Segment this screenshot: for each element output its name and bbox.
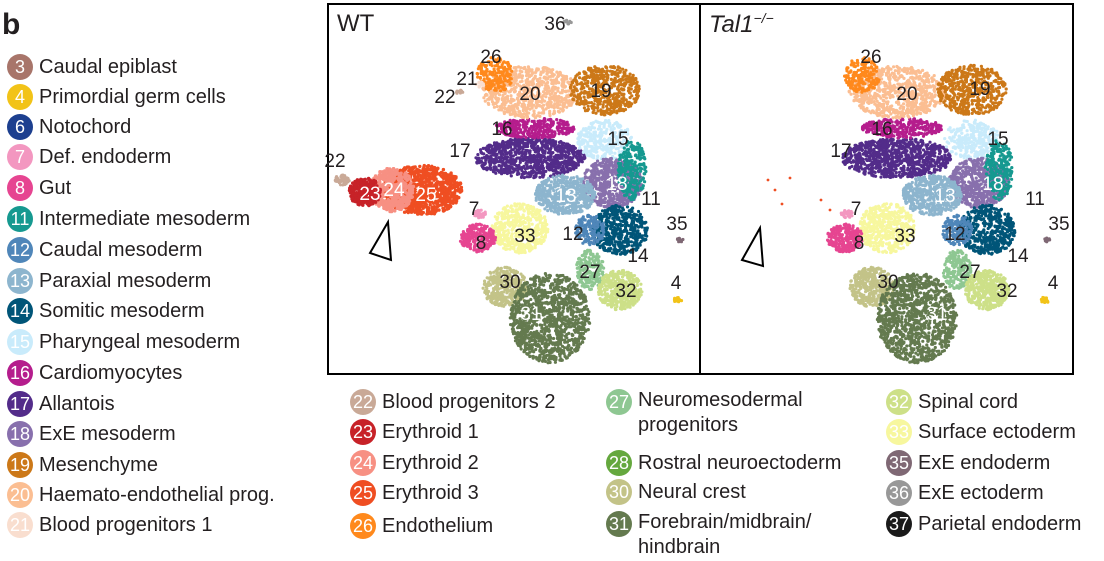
- legend-item-20: 20 Haemato-endothelial prog.: [7, 482, 275, 508]
- legend-item-16: 16 Cardiomyocytes: [7, 360, 182, 386]
- legend-item-32: 32 Spinal cord: [886, 389, 1018, 415]
- panel-letter: b: [2, 8, 21, 41]
- legend-item-28: 28 Rostral neuroectoderm: [606, 450, 841, 476]
- legend-item-23: 23 Erythroid 1: [350, 419, 479, 445]
- legend-item-19: 19 Mesenchyme: [7, 452, 158, 478]
- legend-label: Pharyngeal mesoderm: [39, 331, 241, 353]
- legend-badge: 12: [7, 237, 33, 263]
- legend-label: Gut: [39, 177, 72, 199]
- legend-badge: 33: [886, 419, 912, 445]
- panel-divider: [699, 3, 701, 375]
- legend-item-27: 27 Neuromesodermal progenitors: [606, 388, 878, 438]
- legend-label: Erythroid 1: [382, 421, 479, 443]
- legend-item-24: 24 Erythroid 2: [350, 450, 479, 476]
- legend-badge: 17: [7, 391, 33, 417]
- legend-label: Parietal endoderm: [918, 513, 1082, 535]
- legend-label: Allantois: [39, 393, 115, 415]
- legend-badge: 36: [886, 480, 912, 506]
- legend-item-36: 36 ExE ectoderm: [886, 480, 1044, 506]
- legend-label: Primordial germ cells: [39, 86, 226, 108]
- legend-badge: 27: [606, 389, 632, 415]
- legend-item-30: 30 Neural crest: [606, 479, 746, 505]
- legend-badge: 19: [7, 452, 33, 478]
- legend-label: ExE mesoderm: [39, 423, 176, 445]
- panel-title-wt: WT: [337, 10, 375, 37]
- legend-badge: 30: [606, 479, 632, 505]
- legend-badge: 26: [350, 513, 376, 539]
- legend-badge: 24: [350, 450, 376, 476]
- legend-badge: 6: [7, 114, 33, 140]
- legend-item-4: 4 Primordial germ cells: [7, 84, 226, 110]
- legend-badge: 31: [606, 511, 632, 537]
- legend-badge: 13: [7, 268, 33, 294]
- legend-badge: 28: [606, 450, 632, 476]
- legend-label: Mesenchyme: [39, 454, 158, 476]
- legend-badge: 23: [350, 419, 376, 445]
- legend-item-35: 35 ExE endoderm: [886, 450, 1050, 476]
- legend-item-31: 31 Forebrain/midbrain/ hindbrain: [606, 510, 878, 560]
- legend-item-3: 3 Caudal epiblast: [7, 54, 177, 80]
- legend-item-6: 6 Notochord: [7, 114, 131, 140]
- legend-item-37: 37 Parietal endoderm: [886, 511, 1081, 537]
- legend-label: Neural crest: [638, 481, 746, 503]
- legend-label: Neuromesodermal progenitors: [638, 389, 803, 436]
- legend-badge: 14: [7, 298, 33, 324]
- legend-item-12: 12 Caudal mesoderm: [7, 237, 202, 263]
- legend-label: Notochord: [39, 116, 132, 138]
- legend-badge: 18: [7, 421, 33, 447]
- legend-item-8: 8 Gut: [7, 175, 71, 201]
- legend-badge: 21: [7, 512, 33, 538]
- legend-badge: 37: [886, 511, 912, 537]
- legend-badge: 4: [7, 84, 33, 110]
- legend-label: Forebrain/midbrain/ hindbrain: [638, 511, 812, 558]
- legend-label: Caudal epiblast: [39, 56, 177, 78]
- legend-badge: 3: [7, 54, 33, 80]
- legend-badge: 32: [886, 389, 912, 415]
- legend-badge: 15: [7, 329, 33, 355]
- legend-badge: 20: [7, 482, 33, 508]
- legend-label: Rostral neuroectoderm: [638, 452, 842, 474]
- legend-item-18: 18 ExE mesoderm: [7, 421, 176, 447]
- legend-item-26: 26 Endothelium: [350, 513, 493, 539]
- legend-item-15: 15 Pharyngeal mesoderm: [7, 329, 240, 355]
- legend-item-33: 33 Surface ectoderm: [886, 419, 1076, 445]
- legend-badge: 11: [7, 206, 33, 232]
- legend-item-25: 25 Erythroid 3: [350, 480, 479, 506]
- legend-label: Intermediate mesoderm: [39, 208, 251, 230]
- legend-label: Surface ectoderm: [918, 421, 1076, 443]
- legend-label: ExE ectoderm: [918, 482, 1044, 504]
- panel-title-tal1: Tal1−/−: [709, 10, 774, 38]
- legend-label: Erythroid 2: [382, 452, 479, 474]
- legend-label: Erythroid 3: [382, 482, 479, 504]
- legend-label: Somitic mesoderm: [39, 300, 205, 322]
- legend-item-7: 7 Def. endoderm: [7, 144, 171, 170]
- legend-badge: 22: [350, 389, 376, 415]
- legend-label: Def. endoderm: [39, 146, 172, 168]
- legend-item-11: 11 Intermediate mesoderm: [7, 206, 250, 232]
- legend-badge: 25: [350, 480, 376, 506]
- legend-badge: 35: [886, 450, 912, 476]
- legend-badge: 7: [7, 144, 33, 170]
- legend-label: Blood progenitors 2: [382, 391, 556, 413]
- legend-label: Blood progenitors 1: [39, 514, 213, 536]
- legend-label: Cardiomyocytes: [39, 362, 183, 384]
- legend-label: Caudal mesoderm: [39, 239, 203, 261]
- legend-badge: 8: [7, 175, 33, 201]
- legend-item-21: 21 Blood progenitors 1: [7, 512, 212, 538]
- legend-label: Spinal cord: [918, 391, 1019, 413]
- legend-label: Haemato-endothelial prog.: [39, 484, 275, 506]
- legend-item-14: 14 Somitic mesoderm: [7, 298, 205, 324]
- legend-item-17: 17 Allantois: [7, 391, 115, 417]
- legend-item-22: 22 Blood progenitors 2: [350, 389, 555, 415]
- legend-label: Paraxial mesoderm: [39, 270, 212, 292]
- legend-item-13: 13 Paraxial mesoderm: [7, 268, 211, 294]
- legend-label: Endothelium: [382, 515, 494, 537]
- legend-badge: 16: [7, 360, 33, 386]
- legend-label: ExE endoderm: [918, 452, 1051, 474]
